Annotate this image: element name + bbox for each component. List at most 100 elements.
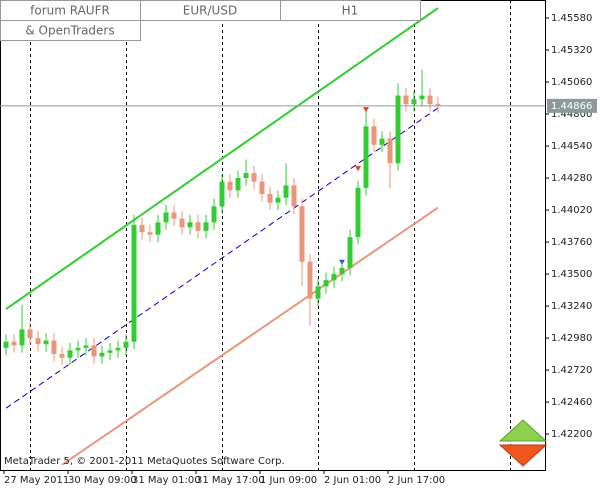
candle-body (427, 95, 433, 105)
y-tick-label: 1.44800 (551, 109, 592, 120)
marks (3, 7, 441, 466)
y-tick-label: 1.45060 (551, 77, 592, 88)
timeframe: H1 (342, 4, 359, 18)
candle-body (323, 280, 329, 287)
candle-body (171, 212, 177, 219)
channel-line (5, 107, 439, 409)
y-tick-label: 1.43500 (551, 269, 592, 280)
candle-body (203, 222, 209, 231)
y-tick-label: 1.45580 (551, 13, 592, 24)
symbol: EUR/USD (183, 4, 237, 18)
candle-body (115, 347, 121, 351)
current-price-box (547, 98, 597, 113)
nav-buttons[interactable] (498, 419, 548, 467)
footer: MetaTrader 5, © 2001-2011 MetaQuotes Sof… (4, 456, 285, 467)
candle-body (67, 350, 73, 358)
info-row (0, 0, 421, 21)
y-tick-label: 1.42980 (551, 333, 592, 344)
y-tick-label: 1.44020 (551, 205, 592, 216)
candle-body (139, 224, 145, 233)
source-line: & OpenTraders (25, 24, 114, 38)
candle-body (11, 341, 17, 346)
candle-body (35, 338, 41, 345)
candle-body (51, 340, 57, 355)
candle-body (355, 187, 361, 238)
x-tick-label: 27 May 2011 (4, 475, 69, 486)
signal-marker (363, 107, 369, 113)
candle-body (371, 126, 377, 145)
y-tick-label: 1.42200 (551, 429, 592, 440)
x-tick-label: 31 May 17:00 (196, 475, 265, 486)
candle-body (131, 224, 137, 342)
candle-body (243, 173, 249, 179)
channel-line (5, 7, 439, 310)
candle-body (211, 206, 217, 223)
current-price-label: 1.44866 (551, 101, 592, 112)
candle-body (395, 95, 401, 164)
candle-body (155, 222, 161, 235)
candle-body (123, 341, 129, 348)
info-row (0, 20, 141, 41)
candle-body (347, 237, 353, 268)
candle-body (291, 185, 297, 207)
candle-body (83, 345, 89, 348)
grid (30, 0, 511, 470)
candle-body (19, 329, 25, 346)
candle-body (363, 126, 369, 188)
candle-body (275, 197, 281, 203)
signal-marker (339, 259, 345, 265)
x-tick-label: 2 Jun 01:00 (324, 475, 381, 486)
candle-body (419, 95, 425, 100)
candle-body (187, 222, 193, 228)
candle-body (299, 206, 305, 262)
candle-body (379, 138, 385, 145)
candle-body (99, 352, 105, 357)
candle-body (147, 232, 153, 235)
candle-body (259, 181, 265, 195)
candle-body (251, 173, 257, 182)
candle-body (331, 274, 337, 281)
y-tick-label: 1.42720 (551, 365, 592, 376)
signal-marker (355, 166, 361, 172)
scroll-down-button[interactable] (498, 444, 548, 467)
candle-body (3, 341, 9, 348)
channel-line (61, 206, 439, 466)
candle-body (27, 329, 33, 339)
x-tick-label: 30 May 09:00 (68, 475, 137, 486)
plot-frame (0, 0, 546, 471)
candle-body (59, 354, 65, 358)
y-tick-label: 1.43760 (551, 237, 592, 248)
candle-body (315, 286, 321, 299)
scroll-up-button[interactable] (498, 419, 548, 442)
candle-body (387, 138, 393, 164)
y-tick-label: 1.44540 (551, 141, 592, 152)
source-line: forum RAUFR (30, 4, 110, 18)
candle-body (403, 95, 409, 105)
x-tick-label: 1 Jun 09:00 (260, 475, 317, 486)
candle-body (179, 218, 185, 228)
y-tick-label: 1.43240 (551, 301, 592, 312)
candle-body (107, 350, 113, 353)
candle-body (227, 181, 233, 191)
candle-body (219, 181, 225, 207)
candle-body (339, 267, 345, 275)
candle-body (75, 347, 81, 351)
candle-body (283, 185, 289, 198)
x-tick-label: 2 Jun 17:00 (388, 475, 445, 486)
candle-body (267, 194, 273, 203)
candle-body (307, 261, 313, 299)
y-tick-label: 1.44280 (551, 173, 592, 184)
x-tick-label: 31 May 01:00 (132, 475, 201, 486)
candle-body (235, 178, 241, 191)
y-tick-label: 1.42460 (551, 397, 592, 408)
candle-body (43, 340, 49, 345)
candle-body (195, 222, 201, 231)
y-tick-label: 1.45320 (551, 45, 592, 56)
info-box: forum RAUFR & OpenTraders EUR/USD H1 (0, 0, 421, 41)
candle-body (411, 99, 417, 105)
candle-body (163, 212, 169, 223)
candle-body (91, 345, 97, 357)
candle-body (435, 104, 441, 106)
